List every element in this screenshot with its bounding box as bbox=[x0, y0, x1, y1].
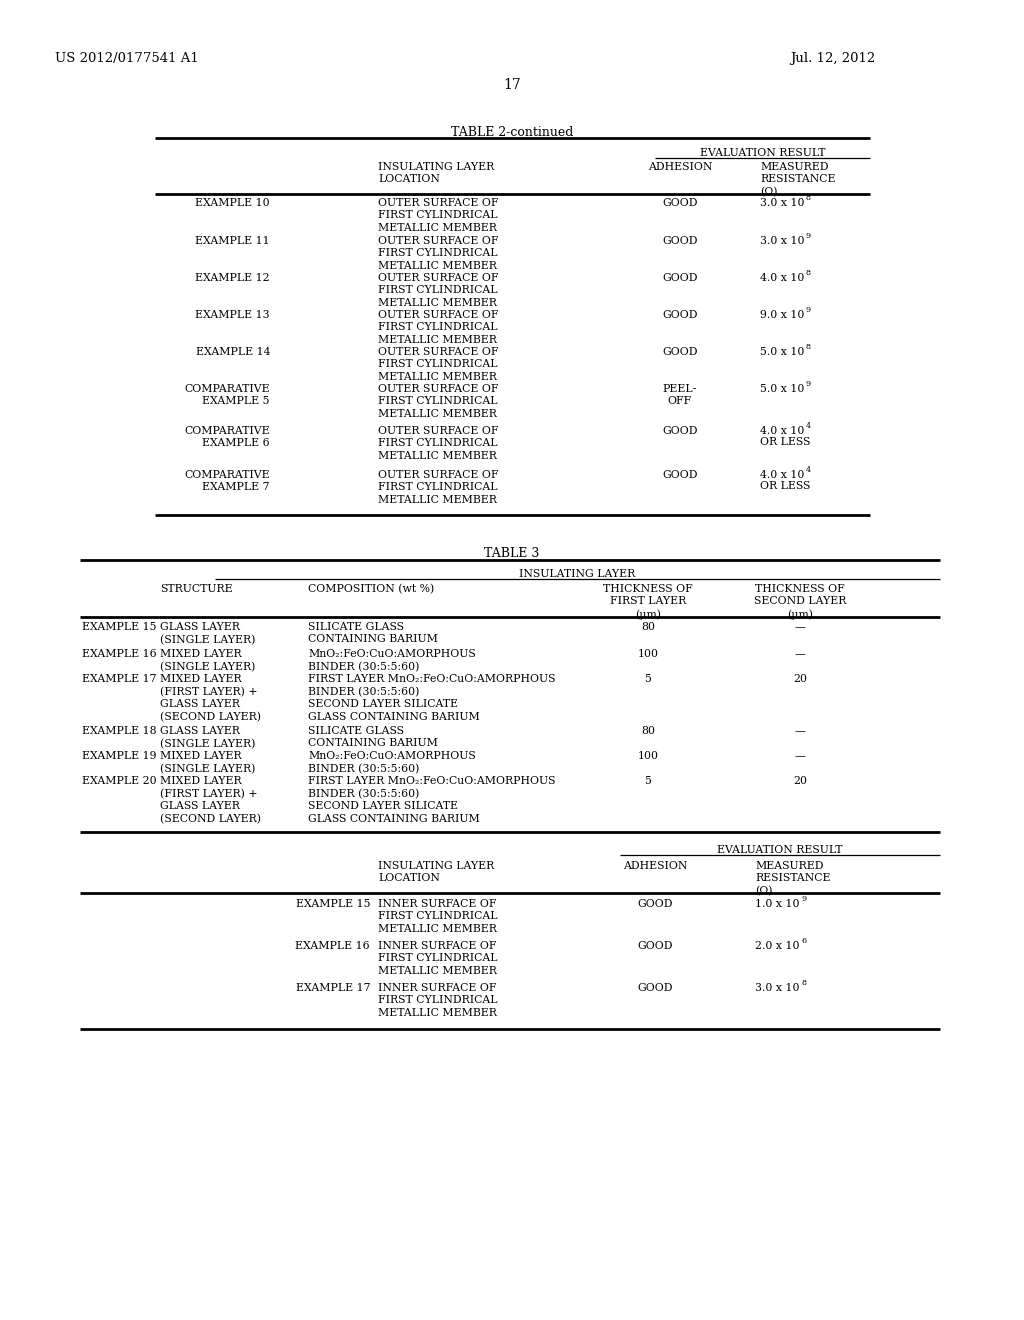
Text: 20: 20 bbox=[793, 776, 807, 785]
Text: 80: 80 bbox=[641, 622, 655, 632]
Text: MnO₂:FeO:CuO:AMORPHOUS
BINDER (30:5:5:60): MnO₂:FeO:CuO:AMORPHOUS BINDER (30:5:5:60… bbox=[308, 649, 476, 672]
Text: GOOD: GOOD bbox=[637, 941, 673, 950]
Text: EXAMPLE 14: EXAMPLE 14 bbox=[196, 347, 270, 356]
Text: EXAMPLE 15: EXAMPLE 15 bbox=[296, 899, 370, 909]
Text: EXAMPLE 15: EXAMPLE 15 bbox=[82, 622, 157, 632]
Text: Jul. 12, 2012: Jul. 12, 2012 bbox=[790, 51, 876, 65]
Text: OUTER SURFACE OF
FIRST CYLINDRICAL
METALLIC MEMBER: OUTER SURFACE OF FIRST CYLINDRICAL METAL… bbox=[378, 273, 499, 308]
Text: OUTER SURFACE OF
FIRST CYLINDRICAL
METALLIC MEMBER: OUTER SURFACE OF FIRST CYLINDRICAL METAL… bbox=[378, 470, 499, 504]
Text: SILICATE GLASS
CONTAINING BARIUM: SILICATE GLASS CONTAINING BARIUM bbox=[308, 726, 438, 748]
Text: GOOD: GOOD bbox=[663, 347, 697, 356]
Text: EXAMPLE 19: EXAMPLE 19 bbox=[82, 751, 157, 762]
Text: 9: 9 bbox=[806, 232, 811, 240]
Text: FIRST LAYER MnO₂:FeO:CuO:AMORPHOUS
BINDER (30:5:5:60)
SECOND LAYER SILICATE
GLAS: FIRST LAYER MnO₂:FeO:CuO:AMORPHOUS BINDE… bbox=[308, 776, 555, 824]
Text: EXAMPLE 10: EXAMPLE 10 bbox=[196, 198, 270, 209]
Text: GOOD: GOOD bbox=[637, 899, 673, 909]
Text: INSULATING LAYER: INSULATING LAYER bbox=[519, 569, 636, 579]
Text: —: — bbox=[795, 649, 806, 659]
Text: EXAMPLE 16: EXAMPLE 16 bbox=[82, 649, 157, 659]
Text: INNER SURFACE OF
FIRST CYLINDRICAL
METALLIC MEMBER: INNER SURFACE OF FIRST CYLINDRICAL METAL… bbox=[378, 983, 498, 1018]
Text: 3.0 x 10: 3.0 x 10 bbox=[760, 198, 805, 209]
Text: SILICATE GLASS
CONTAINING BARIUM: SILICATE GLASS CONTAINING BARIUM bbox=[308, 622, 438, 644]
Text: GOOD: GOOD bbox=[663, 273, 697, 282]
Text: 8: 8 bbox=[806, 269, 811, 277]
Text: INSULATING LAYER
LOCATION: INSULATING LAYER LOCATION bbox=[378, 162, 495, 185]
Text: GOOD: GOOD bbox=[663, 198, 697, 209]
Text: 100: 100 bbox=[638, 751, 658, 762]
Text: OUTER SURFACE OF
FIRST CYLINDRICAL
METALLIC MEMBER: OUTER SURFACE OF FIRST CYLINDRICAL METAL… bbox=[378, 347, 499, 381]
Text: 5: 5 bbox=[644, 675, 651, 684]
Text: 20: 20 bbox=[793, 675, 807, 684]
Text: EXAMPLE 17: EXAMPLE 17 bbox=[82, 675, 157, 684]
Text: EXAMPLE 16: EXAMPLE 16 bbox=[295, 941, 370, 950]
Text: 5.0 x 10: 5.0 x 10 bbox=[760, 384, 805, 393]
Text: GLASS LAYER
(SINGLE LAYER): GLASS LAYER (SINGLE LAYER) bbox=[160, 622, 255, 644]
Text: INNER SURFACE OF
FIRST CYLINDRICAL
METALLIC MEMBER: INNER SURFACE OF FIRST CYLINDRICAL METAL… bbox=[378, 899, 498, 933]
Text: 4: 4 bbox=[806, 422, 811, 430]
Text: THICKNESS OF
FIRST LAYER
(μm): THICKNESS OF FIRST LAYER (μm) bbox=[603, 583, 693, 619]
Text: 4.0 x 10: 4.0 x 10 bbox=[760, 273, 805, 282]
Text: INSULATING LAYER
LOCATION: INSULATING LAYER LOCATION bbox=[378, 861, 495, 883]
Text: GLASS LAYER
(SINGLE LAYER): GLASS LAYER (SINGLE LAYER) bbox=[160, 726, 255, 748]
Text: 2.0 x 10: 2.0 x 10 bbox=[755, 941, 800, 950]
Text: COMPARATIVE
EXAMPLE 5: COMPARATIVE EXAMPLE 5 bbox=[184, 384, 270, 407]
Text: OR LESS: OR LESS bbox=[760, 480, 810, 491]
Text: INNER SURFACE OF
FIRST CYLINDRICAL
METALLIC MEMBER: INNER SURFACE OF FIRST CYLINDRICAL METAL… bbox=[378, 941, 498, 975]
Text: US 2012/0177541 A1: US 2012/0177541 A1 bbox=[55, 51, 199, 65]
Text: MIXED LAYER
(SINGLE LAYER): MIXED LAYER (SINGLE LAYER) bbox=[160, 649, 255, 672]
Text: EVALUATION RESULT: EVALUATION RESULT bbox=[717, 845, 843, 855]
Text: 8: 8 bbox=[801, 979, 806, 987]
Text: 4.0 x 10: 4.0 x 10 bbox=[760, 470, 805, 480]
Text: 8: 8 bbox=[806, 194, 811, 202]
Text: MIXED LAYER
(FIRST LAYER) +
GLASS LAYER
(SECOND LAYER): MIXED LAYER (FIRST LAYER) + GLASS LAYER … bbox=[160, 776, 261, 824]
Text: GOOD: GOOD bbox=[637, 983, 673, 993]
Text: MIXED LAYER
(SINGLE LAYER): MIXED LAYER (SINGLE LAYER) bbox=[160, 751, 255, 774]
Text: TABLE 3: TABLE 3 bbox=[484, 546, 540, 560]
Text: MnO₂:FeO:CuO:AMORPHOUS
BINDER (30:5:5:60): MnO₂:FeO:CuO:AMORPHOUS BINDER (30:5:5:60… bbox=[308, 751, 476, 774]
Text: COMPARATIVE
EXAMPLE 7: COMPARATIVE EXAMPLE 7 bbox=[184, 470, 270, 492]
Text: ADHESION: ADHESION bbox=[623, 861, 687, 871]
Text: 1.0 x 10: 1.0 x 10 bbox=[755, 899, 800, 909]
Text: OUTER SURFACE OF
FIRST CYLINDRICAL
METALLIC MEMBER: OUTER SURFACE OF FIRST CYLINDRICAL METAL… bbox=[378, 236, 499, 271]
Text: COMPARATIVE
EXAMPLE 6: COMPARATIVE EXAMPLE 6 bbox=[184, 426, 270, 449]
Text: EXAMPLE 13: EXAMPLE 13 bbox=[196, 310, 270, 319]
Text: EXAMPLE 18: EXAMPLE 18 bbox=[82, 726, 157, 737]
Text: 4: 4 bbox=[806, 466, 811, 474]
Text: OR LESS: OR LESS bbox=[760, 437, 810, 447]
Text: MEASURED
RESISTANCE
(Ω): MEASURED RESISTANCE (Ω) bbox=[760, 162, 836, 197]
Text: 9: 9 bbox=[806, 306, 811, 314]
Text: 5: 5 bbox=[644, 776, 651, 785]
Text: COMPOSITION (wt %): COMPOSITION (wt %) bbox=[308, 583, 434, 594]
Text: EXAMPLE 11: EXAMPLE 11 bbox=[196, 236, 270, 246]
Text: MIXED LAYER
(FIRST LAYER) +
GLASS LAYER
(SECOND LAYER): MIXED LAYER (FIRST LAYER) + GLASS LAYER … bbox=[160, 675, 261, 722]
Text: ADHESION: ADHESION bbox=[648, 162, 712, 172]
Text: EXAMPLE 20: EXAMPLE 20 bbox=[82, 776, 157, 785]
Text: —: — bbox=[795, 622, 806, 632]
Text: 17: 17 bbox=[503, 78, 521, 92]
Text: EXAMPLE 17: EXAMPLE 17 bbox=[296, 983, 370, 993]
Text: OUTER SURFACE OF
FIRST CYLINDRICAL
METALLIC MEMBER: OUTER SURFACE OF FIRST CYLINDRICAL METAL… bbox=[378, 310, 499, 345]
Text: 100: 100 bbox=[638, 649, 658, 659]
Text: GOOD: GOOD bbox=[663, 470, 697, 480]
Text: TABLE 2-continued: TABLE 2-continued bbox=[451, 125, 573, 139]
Text: GOOD: GOOD bbox=[663, 426, 697, 436]
Text: MEASURED
RESISTANCE
(Ω): MEASURED RESISTANCE (Ω) bbox=[755, 861, 830, 896]
Text: 6: 6 bbox=[801, 937, 806, 945]
Text: THICKNESS OF
SECOND LAYER
(μm): THICKNESS OF SECOND LAYER (μm) bbox=[754, 583, 846, 619]
Text: EXAMPLE 12: EXAMPLE 12 bbox=[196, 273, 270, 282]
Text: EVALUATION RESULT: EVALUATION RESULT bbox=[699, 148, 825, 158]
Text: 3.0 x 10: 3.0 x 10 bbox=[760, 236, 805, 246]
Text: —: — bbox=[795, 726, 806, 737]
Text: 9: 9 bbox=[806, 380, 811, 388]
Text: OUTER SURFACE OF
FIRST CYLINDRICAL
METALLIC MEMBER: OUTER SURFACE OF FIRST CYLINDRICAL METAL… bbox=[378, 384, 499, 418]
Text: OUTER SURFACE OF
FIRST CYLINDRICAL
METALLIC MEMBER: OUTER SURFACE OF FIRST CYLINDRICAL METAL… bbox=[378, 426, 499, 461]
Text: OUTER SURFACE OF
FIRST CYLINDRICAL
METALLIC MEMBER: OUTER SURFACE OF FIRST CYLINDRICAL METAL… bbox=[378, 198, 499, 232]
Text: 80: 80 bbox=[641, 726, 655, 737]
Text: GOOD: GOOD bbox=[663, 310, 697, 319]
Text: 3.0 x 10: 3.0 x 10 bbox=[755, 983, 800, 993]
Text: PEEL-
OFF: PEEL- OFF bbox=[663, 384, 697, 407]
Text: —: — bbox=[795, 751, 806, 762]
Text: FIRST LAYER MnO₂:FeO:CuO:AMORPHOUS
BINDER (30:5:5:60)
SECOND LAYER SILICATE
GLAS: FIRST LAYER MnO₂:FeO:CuO:AMORPHOUS BINDE… bbox=[308, 675, 555, 722]
Text: STRUCTURE: STRUCTURE bbox=[160, 583, 232, 594]
Text: 8: 8 bbox=[806, 343, 811, 351]
